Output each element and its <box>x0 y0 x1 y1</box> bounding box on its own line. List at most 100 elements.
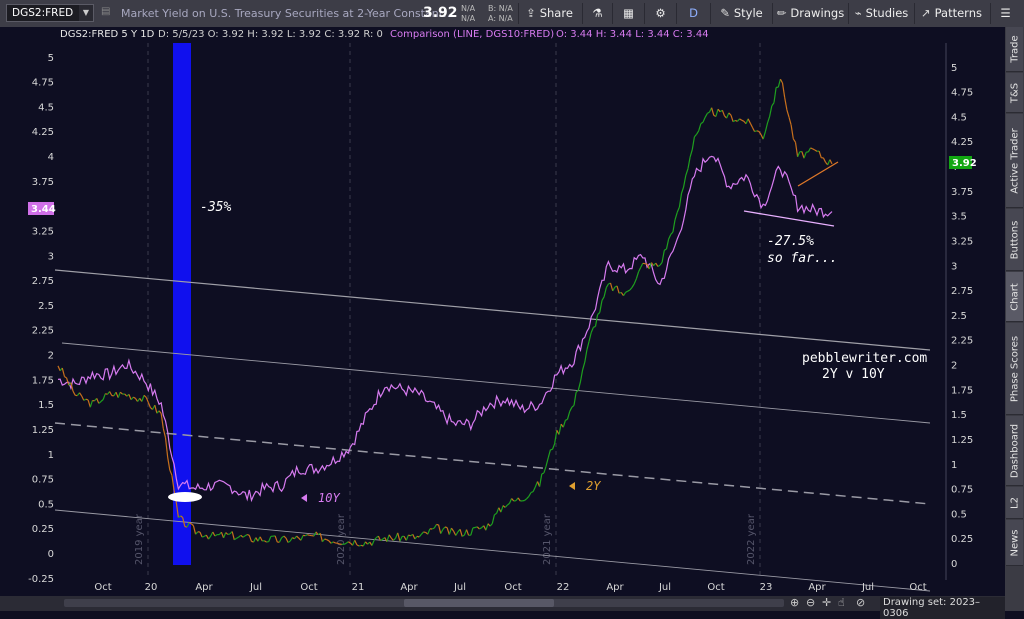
annotation-subtitle: 2Y v 10Y <box>822 367 885 382</box>
right-axis-tick: 1.5 <box>951 410 967 421</box>
left-axis-tick: 0 <box>48 549 54 560</box>
price-badge-right-text: 3.92 <box>952 158 977 169</box>
annotation-drop: -35% <box>200 200 231 215</box>
left-axis-tick: 4 <box>48 152 54 163</box>
chevron-down-icon[interactable]: ▼ <box>79 5 93 21</box>
share-label: Share <box>540 6 573 20</box>
studies-label: Studies <box>866 6 909 20</box>
tab-buttons-label: Buttons <box>1009 220 1020 259</box>
right-axis-tick: 3.25 <box>951 236 973 247</box>
series-2y-segment <box>757 131 759 132</box>
gear-icon: ⚙ <box>655 6 665 20</box>
tab-buttons[interactable]: Buttons <box>1006 209 1023 271</box>
series-2y-segment <box>445 527 447 528</box>
drawings-button[interactable]: ✏Drawings <box>772 3 848 24</box>
x-axis-tick: Apr <box>195 582 213 593</box>
net-change: N/A <box>461 4 475 14</box>
label-10y: 10Y <box>318 491 340 505</box>
tab-ts-label: T&S <box>1009 82 1020 102</box>
percent-change: N/A <box>461 14 475 24</box>
time-scrollbar[interactable] <box>64 599 784 607</box>
tab-active-trader[interactable]: Active Trader <box>1006 114 1023 208</box>
right-axis-tick: 2.5 <box>951 311 967 322</box>
series-2y-segment <box>344 543 346 544</box>
drawing-set-label[interactable]: Drawing set: 2023–0306 <box>880 597 1005 619</box>
left-axis-tick: 0.25 <box>32 524 54 535</box>
zoom-out-icon[interactable]: ⊖ <box>806 596 815 609</box>
style-button[interactable]: ✎ Style <box>710 3 772 24</box>
share-button[interactable]: ⇪ Share <box>518 3 580 24</box>
calendar-button[interactable]: ▦ <box>612 3 644 24</box>
series-2y-segment <box>325 539 327 540</box>
settings-button[interactable]: ⚙ <box>644 3 676 24</box>
symbol-field[interactable]: DGS2:FRED ▼ <box>6 4 94 22</box>
right-axis-tick: 3.75 <box>951 187 973 198</box>
right-axis-tick: 1.75 <box>951 385 973 396</box>
series-2y-segment <box>811 148 813 149</box>
chart-header-symbol: DGS2:FRED 5 Y 1D <box>60 29 155 40</box>
series-2y-segment <box>531 492 533 493</box>
right-axis-tick: 1 <box>951 460 957 471</box>
menu-icon: ☰ <box>1000 6 1010 20</box>
share-icon: ⇪ <box>526 3 536 24</box>
label-2y: 2Y <box>586 479 601 493</box>
flask-button[interactable]: ⚗ <box>582 3 612 24</box>
tab-l2-label: L2 <box>1009 497 1020 509</box>
bar-chart-icon[interactable]: ▤ <box>101 6 110 17</box>
series-2y-segment <box>424 532 426 533</box>
left-axis-tick: 3.75 <box>32 177 54 188</box>
flask-icon: ⚗ <box>592 6 602 20</box>
tab-ts[interactable]: T&S <box>1006 73 1023 113</box>
aggregation-button[interactable]: D <box>676 3 710 24</box>
tab-l2[interactable]: L2 <box>1006 487 1023 519</box>
ask-value: A: N/A <box>488 14 513 24</box>
series-2y-segment <box>359 545 361 546</box>
menu-button[interactable]: ☰ <box>990 3 1020 24</box>
last-price: 3.92 <box>423 5 458 21</box>
left-axis-tick: 0.5 <box>38 499 54 510</box>
tab-trade-label: Trade <box>1009 35 1020 62</box>
cursor-icon[interactable]: ☝ <box>838 596 845 609</box>
series-2y-segment <box>755 131 757 132</box>
right-axis-tick: 2.25 <box>951 336 973 347</box>
comparison-ohlc: O: 3.44 H: 3.44 L: 3.44 C: 3.44 <box>556 29 709 40</box>
annotation-site: pebblewriter.com <box>802 351 927 366</box>
tab-active-trader-label: Active Trader <box>1009 128 1020 194</box>
patterns-button[interactable]: ↗Patterns <box>914 3 988 24</box>
patterns-label: Patterns <box>935 6 982 20</box>
x-axis-tick: 23 <box>760 582 773 593</box>
left-axis-tick: 3 <box>48 251 54 262</box>
left-axis-tick: 3.25 <box>32 226 54 237</box>
series-2y-segment <box>247 535 249 536</box>
annotation-drop2-line1: -27.5% <box>767 234 814 249</box>
x-axis-tick: Jul <box>658 582 671 593</box>
x-axis-tick: Apr <box>400 582 418 593</box>
style-label: Style <box>734 6 763 20</box>
tab-phase-scores[interactable]: Phase Scores <box>1006 323 1023 415</box>
lock-icon[interactable]: ⊘ <box>856 596 865 609</box>
scrollbar-thumb[interactable] <box>404 599 554 607</box>
tab-dashboard[interactable]: Dashboard <box>1006 416 1023 486</box>
x-axis-tick: Apr <box>808 582 826 593</box>
left-axis-tick: 4.75 <box>32 78 54 89</box>
series-2y-segment <box>86 399 88 400</box>
zoom-icon[interactable]: ⊕ <box>790 596 799 609</box>
right-axis-tick: 4.75 <box>951 88 973 99</box>
tab-news[interactable]: News <box>1006 520 1023 566</box>
studies-button[interactable]: ⌁Studies <box>848 3 914 24</box>
x-axis-tick: Oct <box>300 582 317 593</box>
x-axis-tick: Jul <box>249 582 262 593</box>
tab-chart[interactable]: Chart <box>1006 272 1023 322</box>
right-axis-tick: 0 <box>951 559 957 570</box>
calendar-icon: ▦ <box>623 6 634 20</box>
tab-trade[interactable]: Trade <box>1006 27 1023 72</box>
cursor-marker <box>168 492 202 502</box>
left-axis-tick: 1.75 <box>32 375 54 386</box>
left-axis-tick: 2.25 <box>32 326 54 337</box>
right-axis-tick: 2 <box>951 361 957 372</box>
brush-icon: ✎ <box>720 3 730 24</box>
crosshair-icon[interactable]: ✛ <box>822 596 831 609</box>
tab-news-label: News <box>1009 529 1020 556</box>
right-axis-tick: 4.5 <box>951 112 967 123</box>
